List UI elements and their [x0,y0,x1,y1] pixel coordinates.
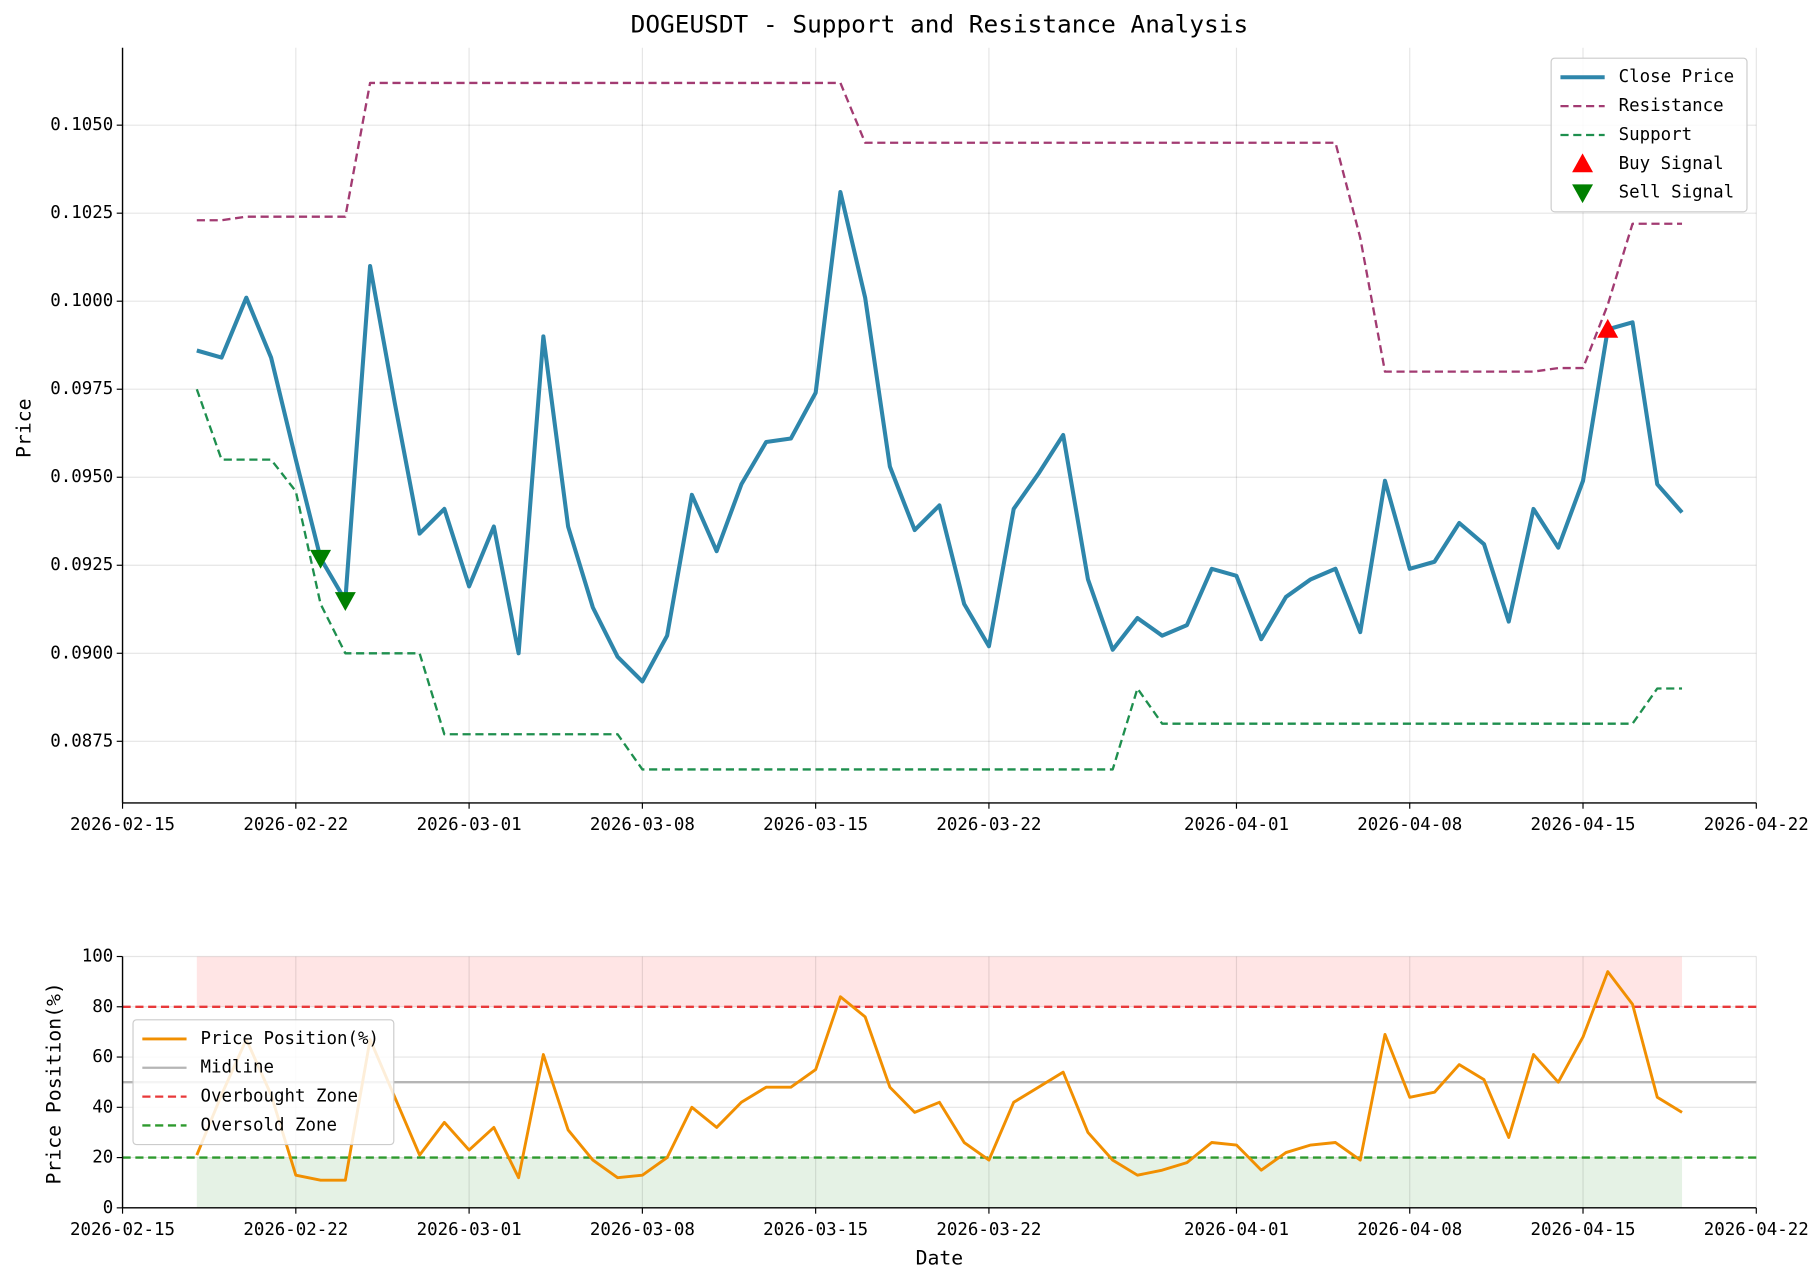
x-tick-label: 2026-04-01 [1184,815,1289,835]
y-axis-label: Price [12,398,35,458]
data-line [195,388,1683,771]
x-tick-label: 2026-04-08 [1357,1220,1462,1240]
signal-marker [1597,318,1619,338]
legend-box [132,1019,395,1146]
y-tick-label: 0.1025 [50,203,113,223]
signal-marker [310,549,332,569]
x-tick-label: 2026-04-22 [1704,815,1809,835]
x-tick-label: 2026-03-08 [590,1220,695,1240]
y-tick-label: 0 [103,1198,114,1218]
x-tick-label: 2026-02-15 [70,815,175,835]
x-tick-label: 2026-03-01 [417,815,522,835]
zone [196,1157,1683,1208]
x-tick-label: 2026-03-15 [763,1220,868,1240]
x-tick-label: 2026-03-22 [936,1220,1041,1240]
y-tick-label: 0.0950 [50,467,113,487]
y-tick-label: 40 [92,1097,113,1117]
legend-label: Close Price [1619,67,1734,87]
y-tick-label: 0.1000 [50,291,113,311]
y-tick-label: 0.0900 [50,643,113,663]
legend-swatch [1572,184,1594,204]
y-tick-label: 0.0925 [50,555,113,575]
y-axis-label: Price Position(%) [43,982,66,1184]
x-tick-label: 2026-04-15 [1531,815,1636,835]
x-tick-label: 2026-02-15 [70,1220,175,1240]
y-tick-label: 0.0975 [50,379,113,399]
y-tick-label: 60 [92,1047,113,1067]
y-tick-label: 0.1050 [50,115,113,135]
data-line [196,81,1683,373]
y-tick-label: 0.0875 [50,731,113,751]
y-tick-label: 20 [92,1148,113,1168]
legend-label: Resistance [1619,96,1724,116]
data-line [196,190,1684,684]
legend-label: Buy Signal [1619,154,1724,174]
legend-label: Overbought Zone [201,1087,358,1107]
legend-label: Sell Signal [1619,183,1734,203]
legend-swatch [1572,153,1594,173]
x-tick-label: 2026-04-22 [1704,1220,1809,1240]
y-tick-label: 80 [92,997,113,1017]
legend-label: Price Position(%) [201,1029,379,1049]
x-tick-label: 2026-03-08 [590,815,695,835]
zone [196,956,1683,1007]
x-tick-label: 2026-04-08 [1357,815,1462,835]
x-tick-label: 2026-02-22 [243,1220,348,1240]
legend-label: Midline [201,1058,275,1078]
x-axis-label: Date [916,1247,964,1270]
y-tick-label: 100 [82,947,114,967]
chart-title: DOGEUSDT - Support and Resistance Analys… [631,10,1249,39]
x-tick-label: 2026-04-15 [1531,1220,1636,1240]
x-tick-label: 2026-03-22 [936,815,1041,835]
legend-box [1550,57,1748,213]
legend-label: Oversold Zone [201,1115,337,1135]
x-tick-label: 2026-03-01 [417,1220,522,1240]
legend-label: Support [1619,125,1693,145]
x-tick-label: 2026-04-01 [1184,1220,1289,1240]
x-tick-label: 2026-02-22 [243,815,348,835]
data-line [195,970,1683,1182]
x-tick-label: 2026-03-15 [763,815,868,835]
signal-marker [334,592,356,611]
